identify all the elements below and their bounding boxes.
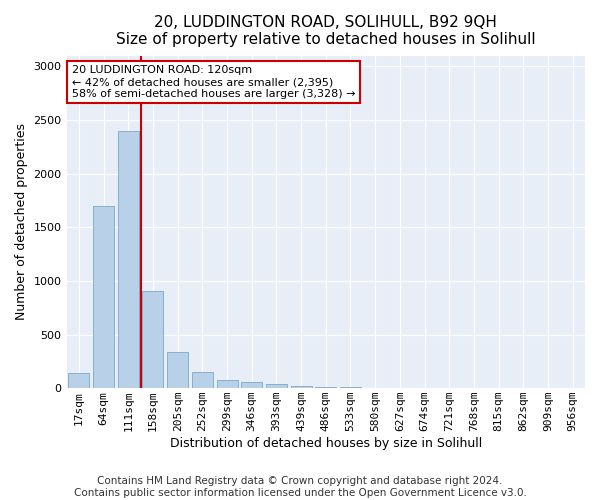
Bar [241, 382, 262, 388]
Bar [217, 380, 238, 388]
Bar [315, 387, 336, 388]
Text: Contains HM Land Registry data © Crown copyright and database right 2024.
Contai: Contains HM Land Registry data © Crown c… [74, 476, 526, 498]
Bar [118, 131, 139, 388]
Bar [290, 386, 311, 388]
Bar [340, 387, 361, 388]
Bar [266, 384, 287, 388]
Bar [93, 206, 114, 388]
Bar [142, 290, 163, 388]
Bar [192, 372, 213, 388]
Bar [68, 373, 89, 388]
Title: 20, LUDDINGTON ROAD, SOLIHULL, B92 9QH
Size of property relative to detached hou: 20, LUDDINGTON ROAD, SOLIHULL, B92 9QH S… [116, 15, 536, 48]
Y-axis label: Number of detached properties: Number of detached properties [15, 124, 28, 320]
Text: 20 LUDDINGTON ROAD: 120sqm
← 42% of detached houses are smaller (2,395)
58% of s: 20 LUDDINGTON ROAD: 120sqm ← 42% of deta… [72, 66, 355, 98]
X-axis label: Distribution of detached houses by size in Solihull: Distribution of detached houses by size … [170, 437, 482, 450]
Bar [167, 352, 188, 388]
